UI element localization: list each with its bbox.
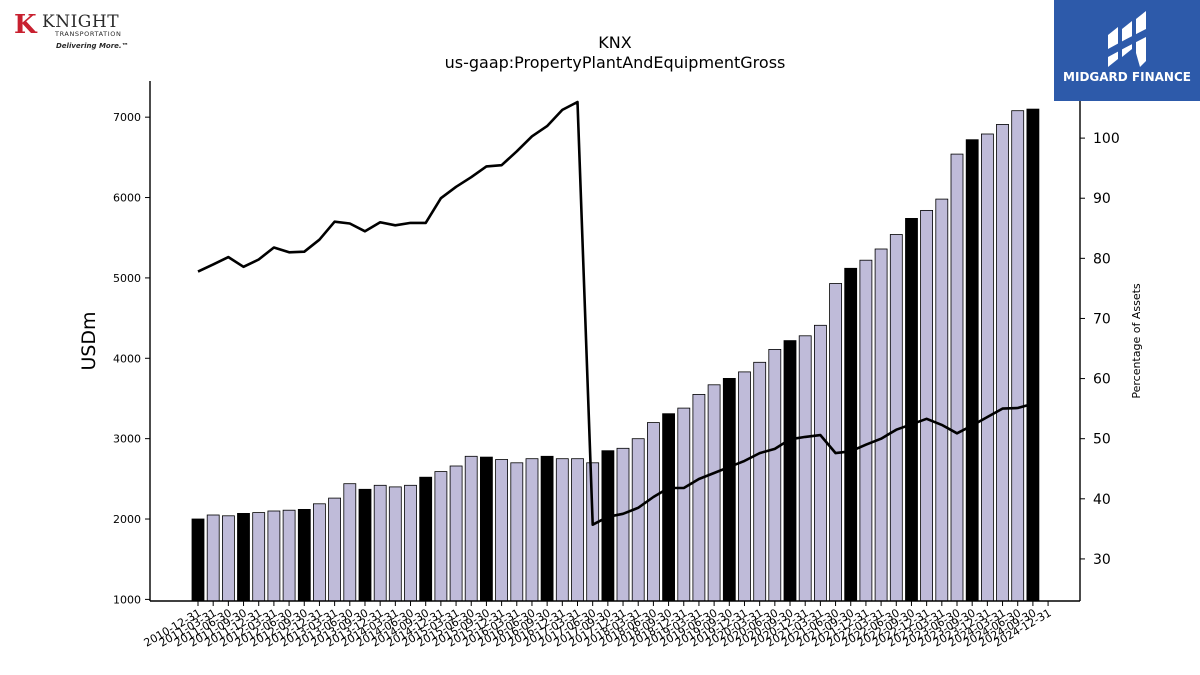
bar <box>753 361 767 602</box>
bar <box>312 503 326 602</box>
y-tick-label: 6000 <box>113 192 141 205</box>
bar <box>540 455 554 602</box>
bar <box>647 422 660 602</box>
bar <box>631 438 645 602</box>
y2-tick-label: 70 <box>1093 311 1111 327</box>
chart-subtitle: us-gaap:PropertyPlantAndEquipmentGross <box>445 53 786 72</box>
bar <box>662 413 675 602</box>
y2-tick-label: 40 <box>1093 492 1111 508</box>
bar <box>191 518 205 602</box>
bar <box>601 450 615 602</box>
bar <box>965 139 979 602</box>
percentage-line-series <box>197 100 1034 527</box>
bar <box>738 371 751 602</box>
bar <box>783 340 797 602</box>
bar <box>905 217 918 602</box>
x-axis-ticks: 2010-12-312011-03-312011-06-302011-09-30… <box>142 601 1054 650</box>
y2-tick-label: 80 <box>1093 251 1111 267</box>
bar <box>267 510 281 602</box>
bar <box>707 384 721 602</box>
bar <box>419 476 433 602</box>
knight-logo-sub: TRANSPORTATION <box>55 30 122 38</box>
plot-frame <box>149 81 1081 602</box>
y2-tick-label: 90 <box>1093 191 1111 207</box>
bar <box>221 515 235 602</box>
bar <box>404 484 417 602</box>
bar <box>206 514 220 602</box>
chart-title: KNX <box>598 33 631 52</box>
bar <box>692 393 706 602</box>
bar <box>449 465 463 602</box>
bar <box>829 283 842 602</box>
bar <box>586 462 600 602</box>
y2-tick-label: 30 <box>1093 552 1111 568</box>
bar <box>434 471 448 602</box>
knight-logo-tagline: Delivering More.™ <box>56 42 129 50</box>
bar <box>722 377 736 602</box>
bar <box>920 209 933 602</box>
bar <box>373 484 387 602</box>
bar <box>950 153 964 602</box>
bar <box>859 259 873 602</box>
bar <box>935 198 949 602</box>
left-axis-ticks: 1000 2000 3000 4000 5000 6000 7000 <box>113 111 150 606</box>
percentage-line <box>197 100 1034 527</box>
y-tick-label: 5000 <box>113 272 141 285</box>
bar <box>328 497 342 602</box>
bar <box>464 455 478 602</box>
y-tick-label: 2000 <box>113 513 141 526</box>
midgard-mark-icon <box>1108 11 1146 67</box>
bar <box>768 348 782 602</box>
bar <box>571 458 584 602</box>
bar <box>525 458 539 602</box>
knight-k-mark: K <box>14 10 37 40</box>
bar <box>479 456 493 602</box>
bar <box>981 133 994 602</box>
bar <box>996 124 1009 602</box>
right-axis-ticks: 30 40 50 60 70 80 90 100 <box>1080 131 1120 568</box>
bar <box>677 407 691 602</box>
y2-axis-label: Percentage of Assets <box>1130 283 1143 399</box>
bar <box>297 508 311 602</box>
knight-transportation-logo: K KNIGHT TRANSPORTATION Delivering More.… <box>12 8 142 56</box>
bar <box>358 488 372 602</box>
y2-tick-label: 100 <box>1093 131 1120 147</box>
bar <box>844 267 858 602</box>
bar <box>343 483 357 602</box>
y2-tick-label: 50 <box>1093 432 1111 448</box>
y-tick-label: 1000 <box>113 593 141 606</box>
bar <box>237 513 250 602</box>
midgard-finance-logo: MIDGARD FINANCE <box>1054 0 1200 101</box>
y-tick-label: 4000 <box>113 352 141 365</box>
midgard-logo-name: MIDGARD FINANCE <box>1063 70 1191 84</box>
bar <box>252 512 266 602</box>
bar <box>814 324 827 602</box>
bar <box>510 462 524 602</box>
y2-tick-label: 60 <box>1093 372 1111 388</box>
y-axis-label: USDm <box>78 311 100 370</box>
y-tick-label: 3000 <box>113 433 141 446</box>
bar <box>874 248 888 602</box>
bar <box>495 459 509 602</box>
bar <box>798 335 812 602</box>
bar <box>889 234 903 602</box>
bar <box>282 509 296 602</box>
bar <box>1011 110 1025 602</box>
bar <box>1026 108 1040 602</box>
y-tick-label: 7000 <box>113 111 141 124</box>
bar-series <box>191 108 1040 602</box>
bar <box>555 458 569 602</box>
bar <box>616 447 630 602</box>
knight-logo-name: KNIGHT <box>42 12 120 32</box>
bar <box>388 486 402 602</box>
